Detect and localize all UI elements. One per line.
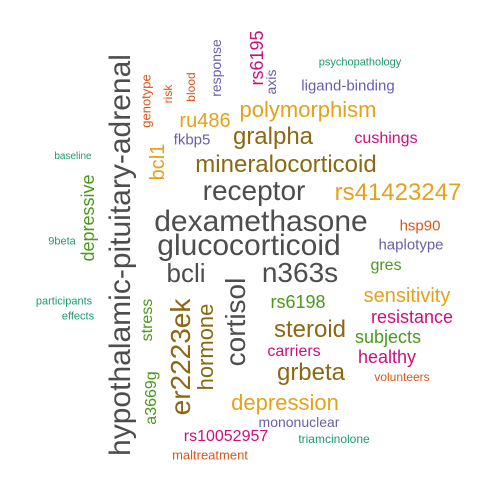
- word-bcl1: bcl1: [147, 143, 169, 181]
- word-response: response: [208, 39, 224, 97]
- word-depression: depression: [231, 390, 339, 415]
- word-dexamethasone: dexamethasone: [154, 205, 368, 238]
- word-axis: axis: [263, 69, 279, 95]
- word-genotype: genotype: [138, 74, 154, 128]
- word-glucocorticoid: glucocorticoid: [157, 229, 341, 262]
- word-maltreatment: maltreatment: [172, 447, 248, 463]
- word-polymorphism: polymorphism: [239, 97, 377, 122]
- word-steroid: steroid: [273, 316, 347, 343]
- word-gres: gres: [370, 257, 402, 274]
- word-mineralocorticoid: mineralocorticoid: [195, 151, 377, 178]
- word-er2223ek: er2223ek: [165, 298, 196, 416]
- word-hypothalamic-pituitary-adrenal: hypothalamic-pituitary-adrenal: [104, 54, 137, 456]
- word-volunteers: volunteers: [374, 370, 430, 384]
- word-n363s: n363s: [261, 257, 339, 288]
- word-healthy: healthy: [357, 347, 417, 367]
- word-rs41423247: rs41423247: [334, 179, 462, 206]
- word-rs6198: rs6198: [270, 292, 326, 312]
- word-a3669g: a3669g: [143, 371, 160, 425]
- word-cortisol: cortisol: [220, 277, 251, 367]
- word-mononuclear: mononuclear: [258, 414, 340, 430]
- word-gralpha: gralpha: [232, 123, 314, 150]
- word-triamcinolone: triamcinolone: [298, 432, 370, 446]
- word-subjects: subjects: [354, 327, 422, 347]
- word-fkbp5: fkbp5: [173, 131, 211, 149]
- word-psychopathology: psychopathology: [318, 56, 402, 69]
- word-blood: blood: [184, 72, 198, 102]
- word-carriers: carriers: [267, 343, 321, 360]
- word-baseline: baseline: [54, 151, 92, 162]
- word-hormone: hormone: [193, 303, 218, 391]
- word-receptor: receptor: [202, 175, 306, 206]
- word-participants: participants: [35, 295, 93, 308]
- word-9beta: 9beta: [48, 235, 76, 248]
- word-bcli: bcli: [166, 258, 206, 288]
- word-effects: effects: [61, 310, 95, 323]
- word-ligand-binding: ligand-binding: [301, 77, 395, 95]
- word-resistance: resistance: [370, 307, 454, 327]
- word-grbeta: grbeta: [276, 359, 346, 386]
- word-hsp90: hsp90: [399, 217, 441, 235]
- word-sensitivity: sensitivity: [363, 285, 451, 307]
- word-cushings: cushings: [354, 130, 418, 147]
- word-stress: stress: [139, 298, 156, 342]
- word-depressive: depressive: [78, 174, 98, 262]
- word-haplotype: haplotype: [378, 236, 444, 254]
- word-risk: risk: [161, 84, 175, 104]
- word-ru486: ru486: [179, 110, 231, 132]
- word-rs10052957: rs10052957: [183, 428, 269, 445]
